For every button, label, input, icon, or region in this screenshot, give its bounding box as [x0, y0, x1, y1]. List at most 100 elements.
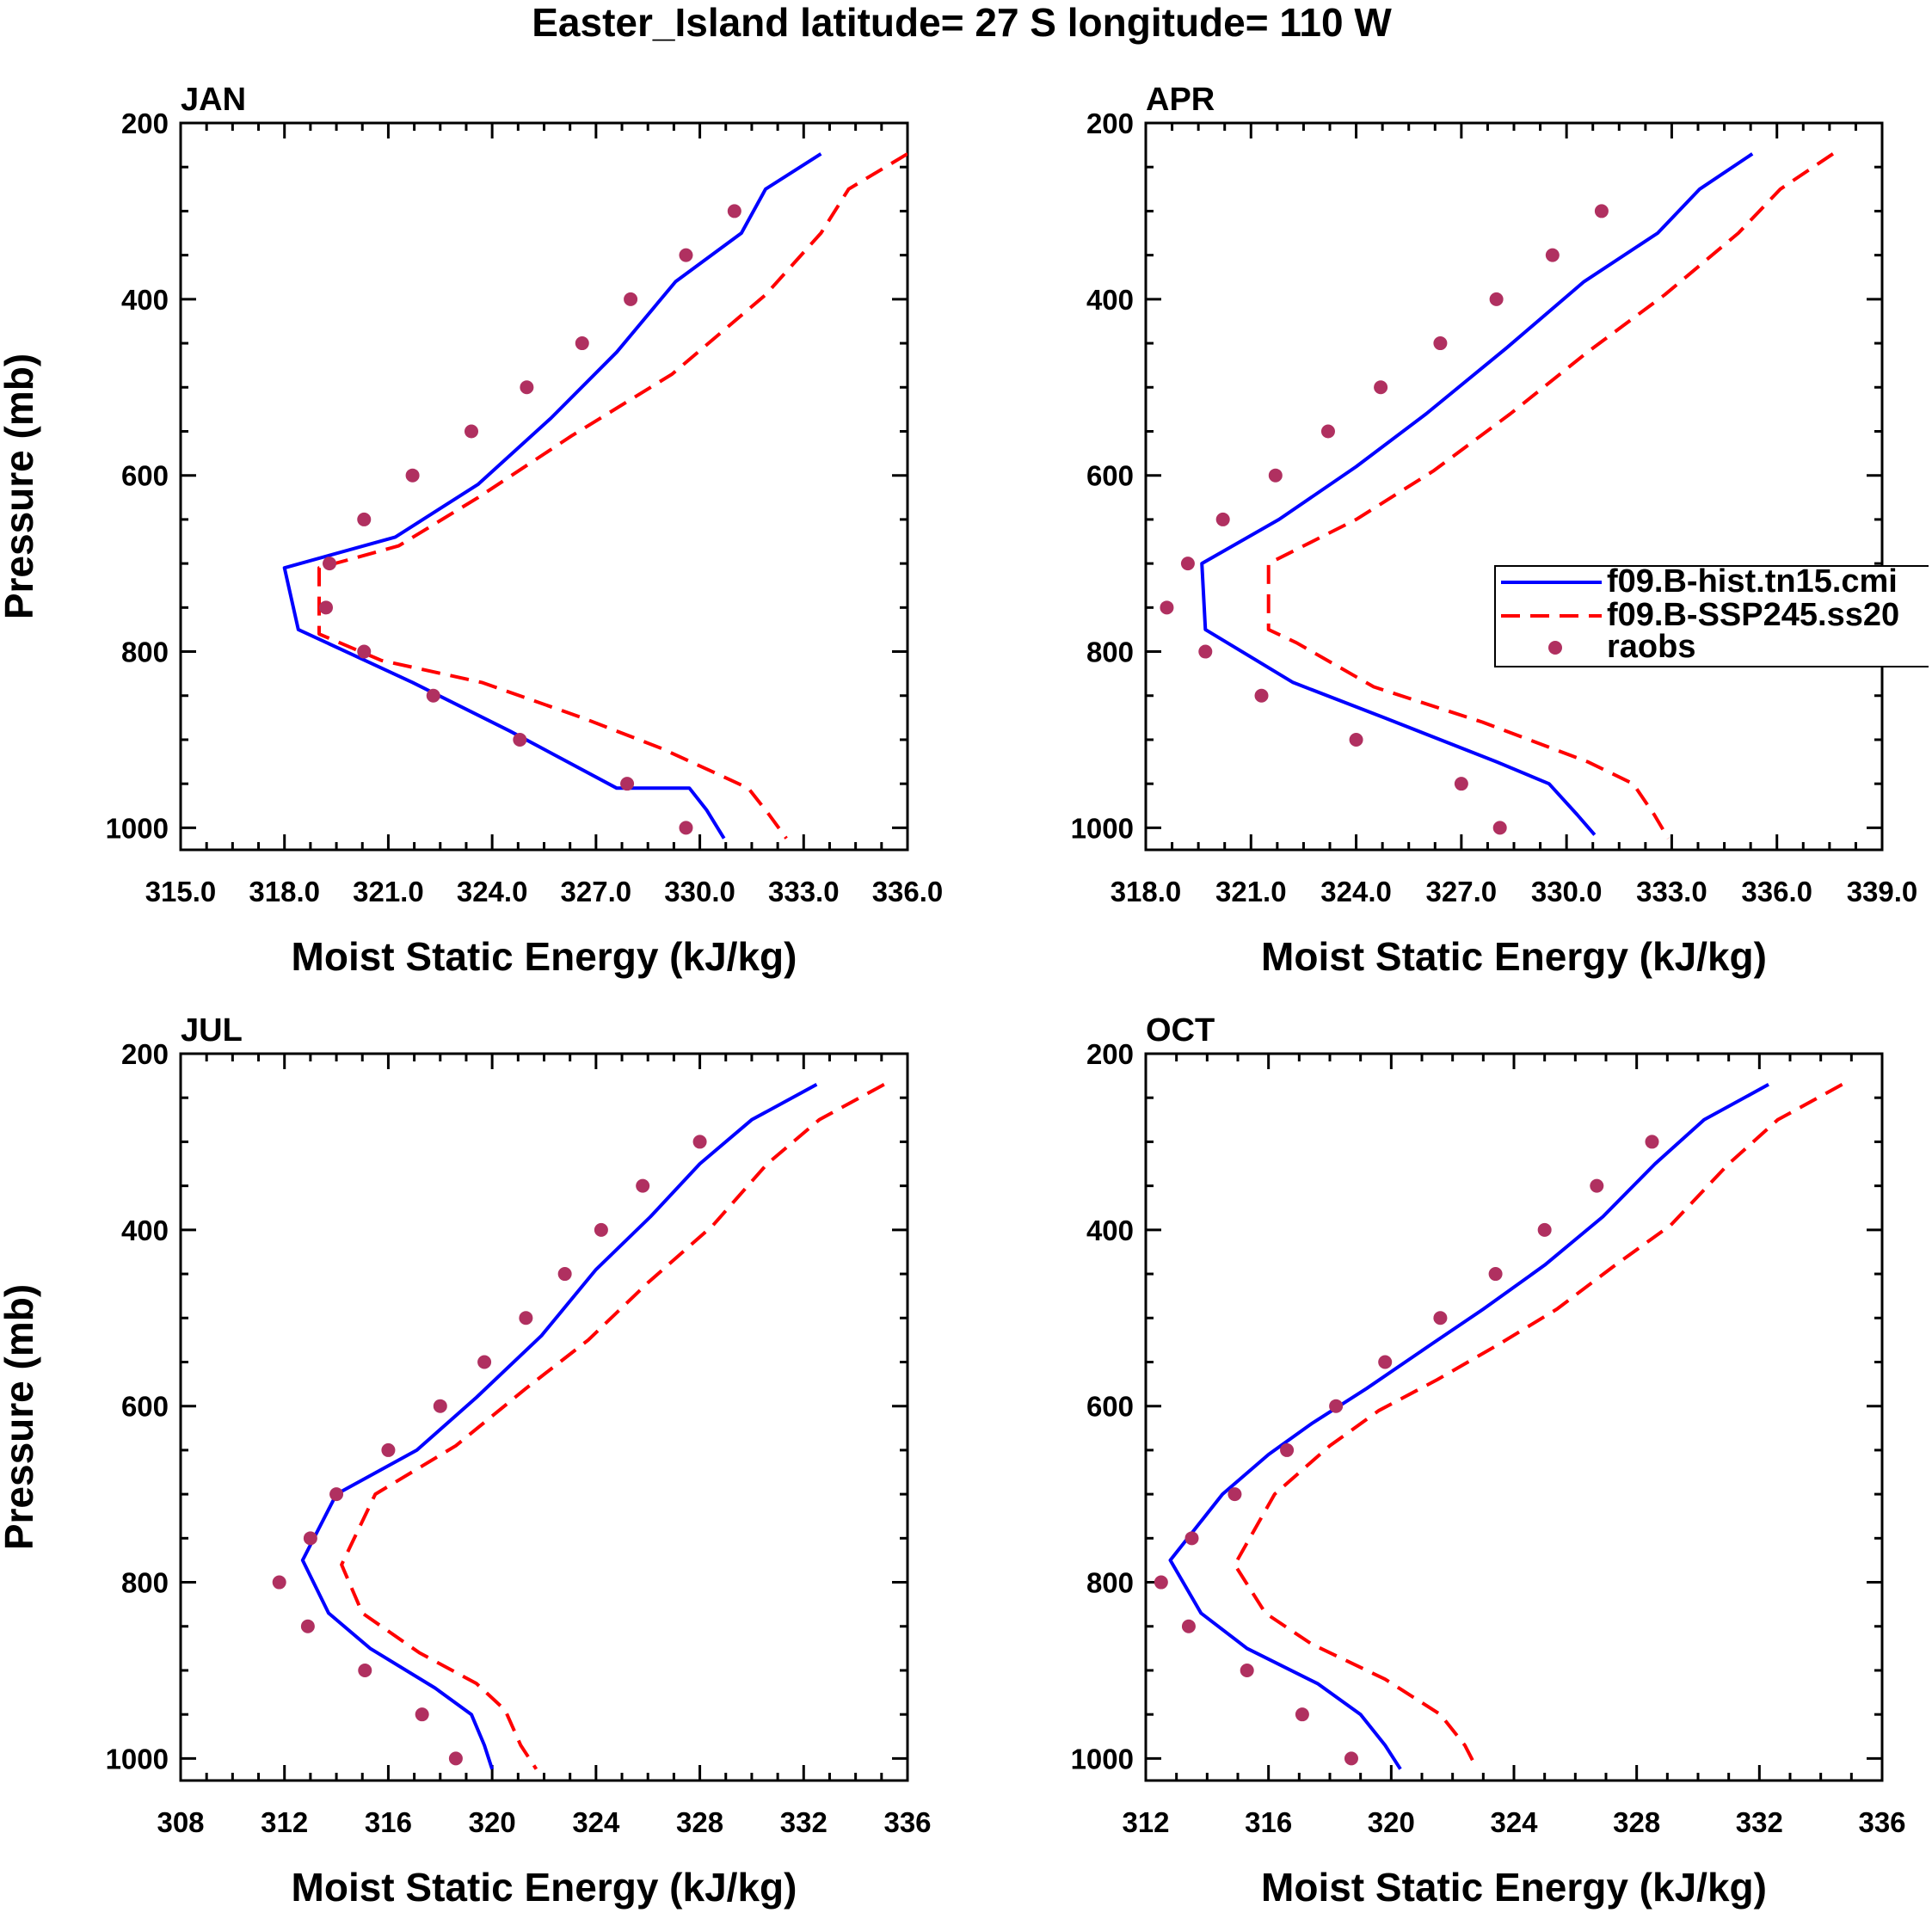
raobs-point: [319, 600, 333, 615]
raobs-point: [358, 1663, 372, 1677]
raobs-point: [1349, 732, 1363, 747]
raobs-point: [1344, 1751, 1358, 1766]
raobs-point: [357, 512, 372, 526]
raobs-point: [1454, 777, 1468, 791]
raobs-point: [1184, 1531, 1199, 1546]
panel-label: JAN: [181, 82, 246, 118]
raobs-point: [1378, 1355, 1393, 1369]
raobs-point: [1160, 600, 1174, 615]
raobs-point: [727, 204, 741, 218]
raobs-point: [300, 1619, 315, 1633]
x-tick-label: 316: [1245, 1806, 1292, 1838]
raobs-point: [303, 1531, 317, 1546]
raobs-point: [1489, 292, 1504, 306]
raobs-point: [594, 1222, 608, 1237]
raobs-point: [575, 336, 589, 351]
plot-frame: [179, 121, 909, 852]
hist-series-line: [1168, 1083, 1769, 1770]
raobs-point: [692, 1135, 707, 1149]
panel-oct: 312 316 320 324 328 332 336 200 400 600 800 1000 OCT…: [1071, 1012, 1906, 1910]
y-tick-label: 200: [121, 108, 169, 139]
raobs-point: [329, 1487, 344, 1502]
plot-area: [282, 152, 908, 840]
x-tick-label: 324: [572, 1806, 620, 1838]
hist-series-line: [1200, 152, 1754, 836]
x-tick-label: 333.0: [1636, 876, 1707, 907]
raobs-point: [465, 424, 478, 439]
raobs-point: [1180, 557, 1195, 571]
raobs-point: [1154, 1575, 1168, 1590]
legend-label: raobs: [1607, 629, 1695, 665]
x-tick-label: 330.0: [664, 876, 735, 907]
raobs-point: [448, 1751, 463, 1766]
x-tick-label: 336: [883, 1806, 931, 1838]
plot-area: [1154, 1083, 1843, 1770]
y-tick-label: 200: [121, 1038, 169, 1070]
raobs-point: [1320, 424, 1335, 439]
raobs-point: [1594, 204, 1609, 218]
x-tick-label: 333.0: [768, 876, 840, 907]
raobs-point: [1374, 380, 1388, 395]
y-tick-label: 800: [121, 637, 169, 668]
raobs-point: [1488, 1267, 1503, 1282]
x-tick-label: 336.0: [872, 876, 944, 907]
x-tick-label: 339.0: [1847, 876, 1918, 907]
x-tick-label: 320: [1368, 1806, 1415, 1838]
y-tick-label: 400: [121, 1215, 169, 1246]
panel-jan: 315.0 318.0 321.0 324.0 327.0 330.0 333.0 336.0…: [0, 82, 943, 979]
panel-label: JUL: [181, 1012, 243, 1049]
raobs-point: [405, 468, 420, 483]
x-tick-label: 312: [1122, 1806, 1169, 1838]
y-tick-label: 600: [121, 1391, 169, 1423]
y-tick-label: 800: [1086, 637, 1134, 668]
raobs-point: [624, 292, 638, 306]
raobs-point: [1433, 336, 1448, 351]
raobs-point: [1433, 1311, 1448, 1325]
legend-marker-raobs: [1548, 641, 1562, 655]
y-tick-label: 400: [1086, 1215, 1134, 1246]
raobs-point: [679, 248, 693, 262]
plot-area: [272, 1083, 885, 1770]
raobs-point: [1254, 688, 1269, 703]
y-tick-label: 1000: [1071, 1743, 1134, 1774]
raobs-point: [1645, 1135, 1659, 1149]
y-tick-label: 1000: [1071, 812, 1134, 844]
y-tick-label: 800: [1086, 1567, 1134, 1599]
ssp245-series-line: [1266, 152, 1835, 840]
raobs-point: [1240, 1663, 1254, 1677]
panel-jul: 308 312 316 320 324 328 332 336 200 400 600 800 1000…: [0, 1012, 932, 1910]
ssp245-series-line: [317, 152, 908, 840]
raobs-point: [1181, 1619, 1196, 1633]
x-tick-label: 318.0: [249, 876, 320, 907]
y-tick-label: 1000: [106, 812, 169, 844]
x-tick-label: 321.0: [353, 876, 424, 907]
x-tick-label: 328: [676, 1806, 723, 1838]
x-tick-label: 321.0: [1215, 876, 1287, 907]
raobs-point: [433, 1399, 447, 1413]
y-tick-label: 600: [1086, 1391, 1134, 1423]
panel-label: OCT: [1146, 1012, 1215, 1049]
raobs-point: [513, 732, 527, 747]
y-tick-label: 200: [1086, 1038, 1134, 1070]
y-tick-label: 800: [121, 1567, 169, 1599]
legend-box: f09.B-hist.tn15.cmif09.B-SSP245.ss20raob…: [1494, 563, 1929, 667]
raobs-point: [1590, 1178, 1604, 1193]
raobs-point: [1280, 1442, 1295, 1457]
y-tick-label: 600: [121, 460, 169, 492]
y-tick-label: 400: [121, 284, 169, 316]
y-tick-label: 1000: [106, 1743, 169, 1774]
raobs-point: [1268, 468, 1283, 483]
x-tick-label: 327.0: [1426, 876, 1498, 907]
raobs-point: [520, 380, 534, 395]
x-tick-label: 327.0: [561, 876, 632, 907]
y-tick-label: 400: [1086, 284, 1134, 316]
x-tick-label: 336.0: [1741, 876, 1812, 907]
hist-series-line: [282, 152, 822, 840]
plot-frame: [1144, 1052, 1884, 1782]
raobs-point: [620, 777, 635, 791]
raobs-point: [557, 1267, 572, 1282]
raobs-point: [415, 1707, 429, 1722]
hist-series-line: [300, 1083, 818, 1770]
raobs-point: [1215, 512, 1230, 526]
panels: 315.0 318.0 321.0 324.0 327.0 330.0 333.0 336.0…: [0, 82, 1917, 1910]
